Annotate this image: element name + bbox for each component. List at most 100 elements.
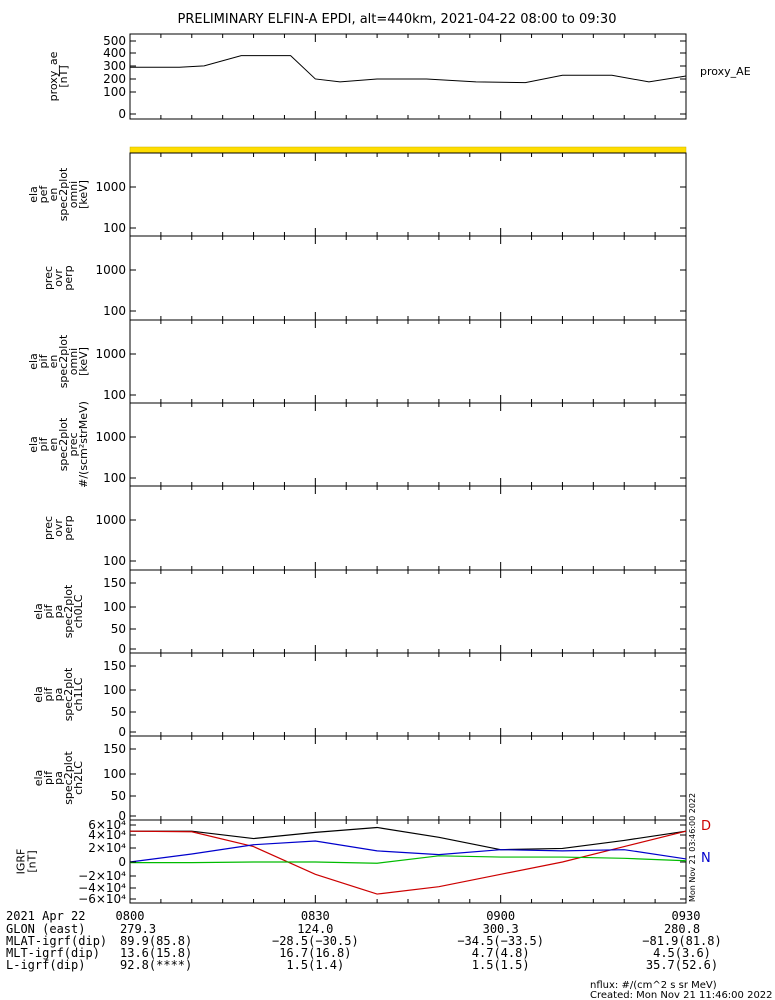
panel-ylabel-line: omni bbox=[67, 181, 80, 208]
igrf-legend-d: D bbox=[701, 819, 711, 834]
ephemeris-row-value: 279.3 bbox=[120, 922, 156, 936]
y-tick-label: 400 bbox=[103, 46, 126, 60]
y-ticks-group: 5004003002001000100010010001001000100100… bbox=[78, 34, 686, 906]
y-tick-label: −2×10⁴ bbox=[78, 869, 126, 883]
panel-pif-prec-frame bbox=[129, 402, 687, 487]
panel-ylabel-line: proxy_ae bbox=[47, 51, 60, 101]
y-tick-label: 50 bbox=[111, 705, 126, 719]
ephemeris-row-value: 89.9(85.8) bbox=[120, 934, 192, 948]
x-tick-labels: 0800 0830 0900 0930 bbox=[116, 909, 701, 923]
panel-ylabel-line: ela bbox=[32, 603, 45, 620]
panel-ylabel-line: [nT] bbox=[26, 850, 39, 872]
igrf-timestamp: Mon Nov 21 03:46:00 2022 bbox=[688, 793, 697, 902]
panel-proxy-ae: proxy_AE bbox=[129, 33, 751, 120]
panel-ylabel-line: en bbox=[47, 438, 60, 452]
panel-ylabel-line: #/(scm²strMeV) bbox=[77, 401, 90, 488]
ephemeris-row-value: −28.5(−30.5) bbox=[272, 934, 359, 948]
ephemeris-row-value: 124.0 bbox=[297, 922, 333, 936]
panel-ylabel-line: ch1LC bbox=[72, 677, 85, 711]
panel-ylabel-line: ch2LC bbox=[72, 761, 85, 795]
igrf-series-bz-line bbox=[130, 855, 687, 864]
panel-pef-frame bbox=[129, 152, 687, 237]
y-tick-label: 1000 bbox=[95, 180, 126, 194]
panel-ylabel-line: pif bbox=[42, 770, 55, 785]
panel-ylabel-line: spec2plot bbox=[57, 167, 70, 221]
panel-ylabel-line: ela bbox=[27, 353, 40, 370]
igrf-legend-n: N bbox=[701, 851, 711, 866]
xaxis-date-label: 2021 Apr 22 bbox=[6, 909, 85, 923]
y-tick-label: 0 bbox=[118, 855, 126, 869]
ephemeris-row-label: MLT-igrf(dip) bbox=[6, 946, 100, 960]
y-tick-label: 100 bbox=[103, 304, 126, 318]
panel-ylabel-line: pif bbox=[42, 686, 55, 701]
y-tick-label: 50 bbox=[111, 622, 126, 636]
x-tick-label: 0930 bbox=[672, 909, 701, 923]
panel-ylabel-line: prec bbox=[42, 266, 55, 290]
panel-pif-frame bbox=[129, 319, 687, 404]
y-tick-label: 100 bbox=[103, 221, 126, 235]
plot-title: PRELIMINARY ELFIN-A EPDI, alt=440km, 202… bbox=[178, 12, 617, 27]
y-tick-label: 0 bbox=[118, 642, 126, 656]
y-tick-label: 100 bbox=[103, 85, 126, 99]
ephemeris-row-value: 280.8 bbox=[664, 922, 700, 936]
y-tick-label: 1000 bbox=[95, 430, 126, 444]
panel-ylabel-line: [keV] bbox=[77, 180, 90, 209]
y-tick-label: 200 bbox=[103, 72, 126, 86]
y-tick-label: 100 bbox=[103, 600, 126, 614]
panel-ylabel-line: pif bbox=[42, 603, 55, 618]
y-tick-label: −4×10⁴ bbox=[78, 881, 126, 895]
y-tick-label: 100 bbox=[103, 767, 126, 781]
ephemeris-row-label: MLAT-igrf(dip) bbox=[6, 934, 107, 948]
panel-ylabel-line: pif bbox=[37, 353, 50, 368]
y-tick-label: 150 bbox=[103, 659, 126, 673]
panel-pa2-frame bbox=[129, 735, 687, 821]
panel-ylabel-line: perp bbox=[62, 515, 75, 540]
panel-ylabel-line: omni bbox=[67, 348, 80, 375]
y-tick-label: 0 bbox=[118, 725, 126, 739]
panel-ylabel-line: spec2plot bbox=[57, 334, 70, 388]
created-note: Created: Mon Nov 21 11:46:00 2022 bbox=[590, 990, 773, 1000]
y-tick-label: 150 bbox=[103, 742, 126, 756]
panel-ylabel-line: ela bbox=[27, 186, 40, 203]
panel-pa1-frame bbox=[129, 652, 687, 737]
y-tick-label: 4×10⁴ bbox=[88, 828, 126, 842]
panel-ylabel-line: spec2plot bbox=[62, 751, 75, 805]
panel-ylabel-line: ch0LC bbox=[72, 594, 85, 628]
ephemeris-row-label: L-igrf(dip) bbox=[6, 958, 85, 972]
ephemeris-row-value: 1.5(1.4) bbox=[286, 958, 344, 972]
ephemeris-row-value: 13.6(15.8) bbox=[120, 946, 192, 960]
y-tick-label: 1000 bbox=[95, 347, 126, 361]
y-tick-label: 6×10⁴ bbox=[88, 818, 126, 832]
panel-ylabel-line: ela bbox=[27, 436, 40, 453]
y-tick-label: 300 bbox=[103, 59, 126, 73]
panel-ylabel-line: prec bbox=[67, 432, 80, 456]
igrf-series-btot-line bbox=[130, 826, 687, 851]
ephemeris-row-value: 16.7(16.8) bbox=[279, 946, 351, 960]
ephemeris-row-value: 300.3 bbox=[483, 922, 519, 936]
panel-ylabel-line: perp bbox=[62, 265, 75, 290]
panel-frame bbox=[129, 33, 687, 120]
ephemeris-row-value: 4.5(3.6) bbox=[653, 946, 711, 960]
panel-ylabel-line: en bbox=[47, 355, 60, 369]
flux-unit-note: nflux: #/(cm^2 s sr MeV) bbox=[590, 980, 717, 991]
y-tick-label: 100 bbox=[103, 471, 126, 485]
y-tick-label: 2×10⁴ bbox=[88, 841, 126, 855]
panel-ylabel-line: IGRF bbox=[15, 849, 28, 875]
data-availability-bar bbox=[129, 146, 687, 154]
panel-ylabel-line: ovr bbox=[52, 519, 65, 537]
ephemeris-row-value: 4.7(4.8) bbox=[472, 946, 530, 960]
panel-ylabel-line: [nT] bbox=[57, 65, 70, 87]
panel-ylabel-line: ela bbox=[32, 686, 45, 703]
y-tick-label: 100 bbox=[103, 683, 126, 697]
x-tick-label: 0900 bbox=[486, 909, 515, 923]
ephemeris-table: GLON (east) 279.3 124.0 300.3 280.8 MLAT-igrf… bbox=[6, 922, 722, 972]
proxy-ae-series-line bbox=[130, 55, 687, 84]
y-tick-label: 0 bbox=[118, 107, 126, 121]
ephemeris-row-value: 1.5(1.5) bbox=[472, 958, 530, 972]
y-tick-label: 150 bbox=[103, 576, 126, 590]
panel-ylabel-line: pif bbox=[37, 436, 50, 451]
ephemeris-row-value: −34.5(−33.5) bbox=[457, 934, 544, 948]
panel-ylabel-line: pa bbox=[52, 688, 65, 702]
igrf-series-by-line bbox=[129, 840, 687, 863]
